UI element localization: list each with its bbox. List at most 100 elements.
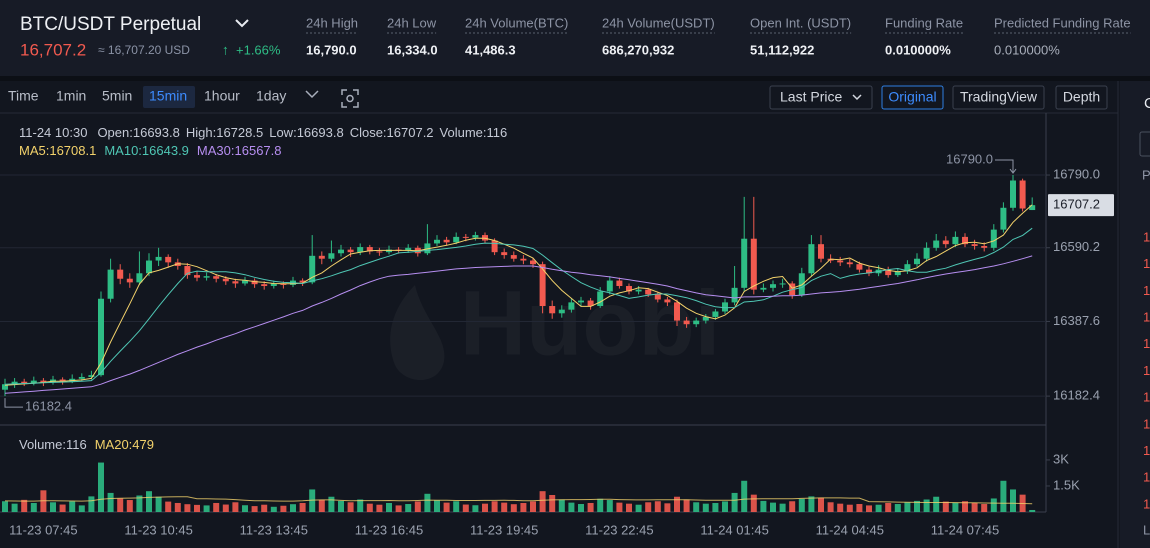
candle-body xyxy=(453,236,460,243)
candle-body xyxy=(328,253,335,259)
volume-bar xyxy=(50,502,56,512)
interval[interactable]: 5min xyxy=(102,88,132,104)
symbol-dropdown[interactable] xyxy=(235,19,249,28)
stat-label: 24h Volume(BTC) xyxy=(465,15,568,30)
candle-body xyxy=(155,256,162,261)
volume-bar xyxy=(69,501,76,512)
candle-body xyxy=(40,380,47,383)
volume-bar xyxy=(59,504,66,512)
candle-body xyxy=(654,294,661,300)
candle-body xyxy=(1019,180,1026,209)
volume-bar xyxy=(184,504,191,512)
view-button-label[interactable]: TradingView xyxy=(960,89,1038,105)
volume-bar xyxy=(88,496,95,512)
interval[interactable]: 1hour xyxy=(204,88,240,104)
volume-bar xyxy=(2,501,8,512)
view-button[interactable] xyxy=(881,85,944,110)
interval[interactable]: Time xyxy=(8,88,39,104)
candle-body xyxy=(146,260,152,274)
volume-bar xyxy=(549,494,556,512)
volume-bar xyxy=(923,499,930,512)
side-row: 1 xyxy=(1143,390,1150,405)
view-button-label[interactable]: Last Price xyxy=(780,89,842,105)
volume-bar xyxy=(952,502,959,512)
candle-body xyxy=(962,236,968,245)
candle-body xyxy=(491,240,498,253)
candle-body xyxy=(750,238,757,290)
candle-body xyxy=(30,380,37,384)
candle-body xyxy=(779,283,786,285)
stat-value: 51,112,922 xyxy=(750,42,814,57)
legend: 11-24 10:30 Open:16693.8 High:16728.5 Low:1… xyxy=(19,125,507,140)
volume-bar xyxy=(818,497,824,512)
volume-bar xyxy=(78,505,85,512)
volume-bar xyxy=(1010,489,1016,512)
candle-body xyxy=(1010,180,1016,208)
volume-ma-label: MA20: xyxy=(95,437,133,452)
candle-body xyxy=(462,236,469,238)
side-panel xyxy=(1120,81,1150,548)
high-annotation-line xyxy=(995,159,1017,174)
legend-value: 116 xyxy=(487,125,508,140)
interval[interactable]: 15min xyxy=(149,88,187,104)
volume-bar xyxy=(328,496,335,512)
volume-bar xyxy=(174,502,181,512)
volume-bar xyxy=(98,462,104,512)
stat-label: Funding Rate xyxy=(885,15,963,30)
legend: Volume:116 MA20:479 xyxy=(19,437,154,452)
volume-bar xyxy=(558,499,565,512)
candle-body xyxy=(405,247,412,251)
volume-bar xyxy=(616,502,623,512)
volume-bar xyxy=(462,504,469,512)
candle-body xyxy=(578,300,584,303)
stat-label: Open Int. (USDT) xyxy=(750,15,851,30)
watermark: Huobi xyxy=(460,272,721,374)
volume-bar xyxy=(472,505,479,512)
screenshot-icon[interactable] xyxy=(341,89,359,108)
candle-body xyxy=(203,276,210,278)
candle-body xyxy=(530,260,536,265)
low-annotation-line xyxy=(4,398,23,408)
candle-body xyxy=(818,244,824,259)
x-tick-label: 11-24 01:45 xyxy=(700,522,768,537)
volume-bar xyxy=(309,489,316,512)
view-button[interactable] xyxy=(769,85,873,110)
view-button-label[interactable]: Original xyxy=(888,89,936,105)
legend-label: Low: xyxy=(269,125,296,140)
candle-body xyxy=(184,265,191,276)
candle-body xyxy=(501,252,508,256)
candle-body xyxy=(98,298,104,376)
candle-body xyxy=(2,384,8,390)
volume-ma-value: 479 xyxy=(132,437,154,452)
volume-y-tick-label: 1.5K xyxy=(1053,477,1080,492)
symbol: BTC/USDT Perpetual xyxy=(20,14,201,35)
volume-bar xyxy=(136,495,143,512)
interval[interactable]: 1day xyxy=(256,88,286,104)
interval[interactable]: 1min xyxy=(56,88,86,104)
volume-bar xyxy=(866,505,872,512)
candle-body xyxy=(942,240,949,245)
legend: MA5:16708.1 MA10:16643.9 MA30:16567.8 xyxy=(19,143,282,158)
interval-more[interactable] xyxy=(305,90,319,99)
view-button[interactable] xyxy=(1055,85,1108,110)
candle-body xyxy=(482,235,488,241)
candle-body xyxy=(798,273,805,296)
volume-bar xyxy=(482,503,488,512)
volume-bar xyxy=(107,492,114,512)
candle-body xyxy=(731,287,738,303)
stat-value: 16,334.0 xyxy=(387,42,438,57)
candle-body xyxy=(904,264,911,272)
view-button-label[interactable]: Depth xyxy=(1063,89,1100,105)
candle-body xyxy=(952,236,959,245)
volume-bar xyxy=(626,503,632,512)
volume-bar xyxy=(875,504,882,512)
candle-body xyxy=(107,269,114,299)
candle-body xyxy=(635,289,642,292)
candle-body xyxy=(923,247,930,259)
legend-time: 11-24 10:30 xyxy=(19,125,87,140)
view-button[interactable] xyxy=(952,85,1045,110)
x-tick-label: 11-23 19:45 xyxy=(470,522,538,537)
volume-bar xyxy=(155,496,162,512)
candle-body xyxy=(770,284,776,288)
watermark-logo xyxy=(390,285,445,381)
